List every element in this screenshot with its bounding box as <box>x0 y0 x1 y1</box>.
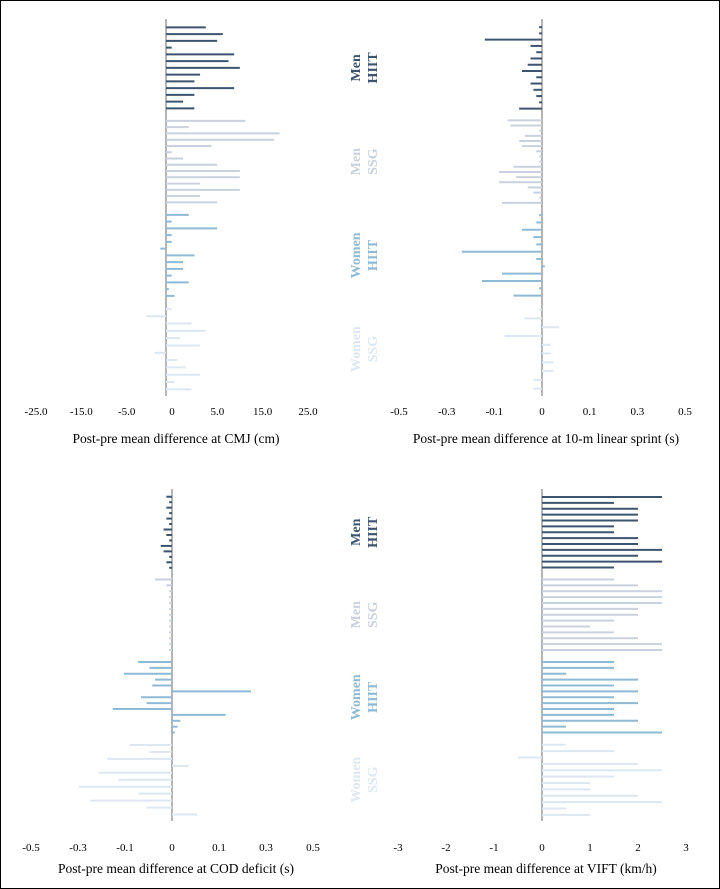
group-label: Women SSG <box>349 757 381 803</box>
x-tick-label: 0 <box>169 406 175 418</box>
x-tick-label: 25.0 <box>298 406 318 418</box>
x-tick-label: 0.1 <box>212 842 226 854</box>
x-tick-label: 0.5 <box>678 406 692 418</box>
x-tick-label: 5.0 <box>210 406 224 418</box>
x-tick-label: -5.0 <box>118 406 136 418</box>
group-label-line2: SSG <box>366 601 381 628</box>
chart-3: -0.5 -0.3 -0.1 0 0.1 0.3 0.5 Post-pre mean diff… <box>22 489 320 876</box>
x-axis-label: Post-pre mean difference at 10-m linear … <box>413 431 679 446</box>
x-tick-label: -0.1 <box>116 842 133 854</box>
group-label: Women SSG <box>349 326 381 372</box>
x-tick-label: -2 <box>441 842 450 854</box>
x-tick-label: 15.0 <box>253 406 273 418</box>
x-axis-label: Post-pre mean difference at CMJ (cm) <box>72 431 279 446</box>
x-tick-label: 0 <box>539 406 545 418</box>
group-label-line1: Women <box>349 674 364 720</box>
x-axis-label: Post-pre mean difference at VIFT (km/h) <box>435 861 657 876</box>
group-label: Women HIIT <box>349 232 381 278</box>
x-tick-label: -3 <box>393 842 403 854</box>
group-label-line1: Women <box>349 757 364 803</box>
group-label-line2: HIIT <box>366 52 381 84</box>
group-label-line1: Women <box>349 232 364 278</box>
group-label-line1: Women <box>349 326 364 372</box>
group-label-line1: Men <box>349 601 364 628</box>
x-tick-label: -0.1 <box>486 406 503 418</box>
x-tick-label: 0.3 <box>630 406 644 418</box>
x-tick-label: -0.5 <box>390 406 408 418</box>
group-label-line2: SSG <box>366 148 381 175</box>
x-tick-label: 0.5 <box>306 842 320 854</box>
group-label-line2: HIIT <box>366 239 381 271</box>
x-tick-label: -0.3 <box>438 406 456 418</box>
group-label: Women HIIT <box>349 674 381 720</box>
chart-1: -25.0 -15.0 -5.0 0 5.0 15.0 25.0 Post-pre mean … <box>25 19 318 446</box>
x-tick-label: -0.3 <box>69 842 87 854</box>
group-label: Men HIIT <box>349 52 381 84</box>
x-tick-label: 0.3 <box>259 842 273 854</box>
x-tick-label: -1 <box>489 842 498 854</box>
x-tick-label: 2 <box>635 842 641 854</box>
x-tick-label: 0 <box>539 842 545 854</box>
group-label-line2: SSG <box>366 336 381 363</box>
x-tick-label: 3 <box>683 842 689 854</box>
x-tick-label: 0.1 <box>583 406 597 418</box>
group-label: Men SSG <box>349 148 381 175</box>
group-label-line1: Men <box>349 518 364 545</box>
x-tick-label: -0.5 <box>22 842 40 854</box>
group-label-line2: HIIT <box>366 516 381 548</box>
x-tick-label: 0 <box>169 842 175 854</box>
x-tick-label: -25.0 <box>25 406 48 418</box>
x-tick-label: 1 <box>587 842 593 854</box>
group-label-line2: HIIT <box>366 681 381 713</box>
chart-2: -0.5 -0.3 -0.1 0 0.1 0.3 0.5 Post-pre mean diff… <box>390 19 692 446</box>
x-axis-label: Post-pre mean difference at COD deficit … <box>58 861 294 876</box>
group-label-line1: Men <box>349 54 364 81</box>
group-label: Men HIIT <box>349 516 381 548</box>
chart-4: -3 -2 -1 0 1 2 3 Post-pre mean difference at VI… <box>393 489 689 876</box>
group-label: Men SSG <box>349 601 381 628</box>
x-tick-label: -15.0 <box>70 406 93 418</box>
group-label-line1: Men <box>349 148 364 175</box>
group-label-line2: SSG <box>366 766 381 793</box>
